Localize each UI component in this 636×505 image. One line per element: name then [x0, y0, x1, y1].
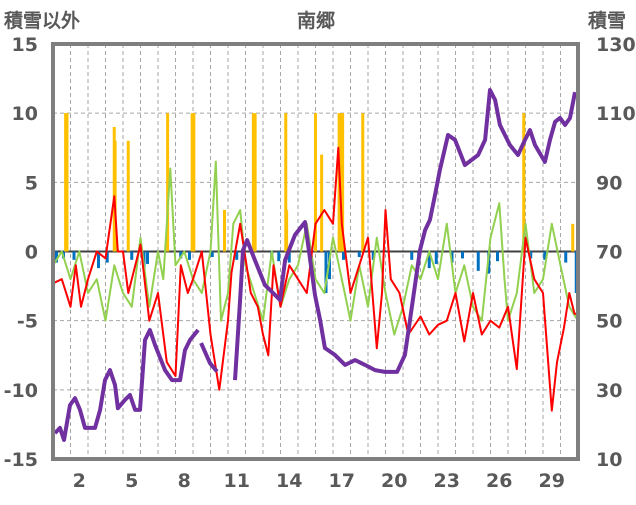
x-tick-label: 29 — [539, 470, 565, 492]
blue-bar — [146, 251, 149, 264]
right-tick-label: 110 — [596, 103, 636, 125]
snow-series-line — [53, 328, 200, 442]
blue-bar — [188, 251, 191, 260]
blue-bar — [450, 251, 454, 263]
blue-bar — [564, 251, 568, 263]
blue-bar — [324, 251, 328, 293]
blue-bar — [287, 251, 291, 263]
right-tick-label: 50 — [596, 311, 622, 333]
orange-bar — [522, 113, 526, 252]
left-tick-label: -10 — [4, 380, 38, 402]
x-tick-label: 14 — [276, 470, 302, 492]
x-tick-label: 20 — [381, 470, 407, 492]
snow-series-line — [233, 88, 577, 381]
orange-bar — [251, 113, 255, 252]
x-tick-label: 23 — [434, 470, 460, 492]
plot-frame — [51, 42, 580, 461]
orange-bar — [285, 210, 289, 252]
blue-bar — [461, 251, 464, 259]
blue-bar — [427, 251, 431, 269]
left-tick-label: 5 — [25, 172, 38, 194]
lines — [52, 88, 579, 442]
snow-series-line — [199, 342, 219, 373]
right-tick-label: 130 — [596, 34, 636, 56]
x-tick-label: 8 — [178, 470, 191, 492]
blue-bar — [529, 251, 533, 259]
blue-bar — [342, 251, 345, 260]
left-axis-title: 積雪以外 — [4, 9, 80, 32]
blue-bar — [105, 251, 109, 263]
left-tick-label: 0 — [25, 242, 38, 264]
left-tick-label: -5 — [17, 311, 38, 333]
blue-bar — [130, 251, 134, 260]
left-tick-label: 15 — [12, 34, 38, 56]
blue-bar — [55, 251, 58, 263]
orange-bar — [65, 113, 69, 252]
x-tick-label: 26 — [486, 470, 512, 492]
blue-bar — [97, 251, 100, 269]
left-tick-label: 10 — [12, 103, 38, 125]
blue-bar — [543, 251, 547, 260]
right-tick-label: 10 — [596, 449, 622, 471]
blue-bar — [476, 251, 480, 271]
orange-bar — [320, 154, 324, 252]
orange-bar — [284, 113, 288, 252]
orange-bar — [361, 113, 365, 252]
blue-bar — [371, 251, 375, 260]
right-tick-label: 70 — [596, 242, 622, 264]
left-tick-label: -15 — [4, 449, 38, 471]
blue-bar — [357, 251, 361, 258]
orange-bar — [253, 113, 257, 252]
orange-bar — [166, 113, 170, 252]
blue-bar — [410, 251, 414, 260]
right-tick-label: 90 — [596, 172, 622, 194]
right-tick-label: 30 — [596, 380, 622, 402]
orange-bar — [341, 113, 345, 252]
orange-bar — [192, 113, 196, 252]
blue-bar — [210, 251, 214, 258]
right-axis-title: 積雪 — [588, 9, 626, 32]
orange-bar — [126, 140, 130, 252]
blue-bar — [179, 251, 183, 259]
orange-bar — [190, 113, 194, 252]
orange-bar — [223, 210, 226, 252]
blue-bar — [434, 251, 438, 264]
x-tick-label: 17 — [329, 470, 355, 492]
blue-bar — [496, 251, 499, 262]
x-tick-label: 2 — [73, 470, 86, 492]
orange-bar — [571, 223, 575, 252]
x-tick-label: 11 — [224, 470, 250, 492]
blue-bar — [72, 251, 76, 260]
chart-title: 南郷 — [297, 9, 335, 32]
orange-bar — [314, 113, 317, 252]
x-tick-label: 5 — [125, 470, 138, 492]
blue-bar — [277, 251, 281, 262]
blue-bar — [235, 251, 239, 260]
